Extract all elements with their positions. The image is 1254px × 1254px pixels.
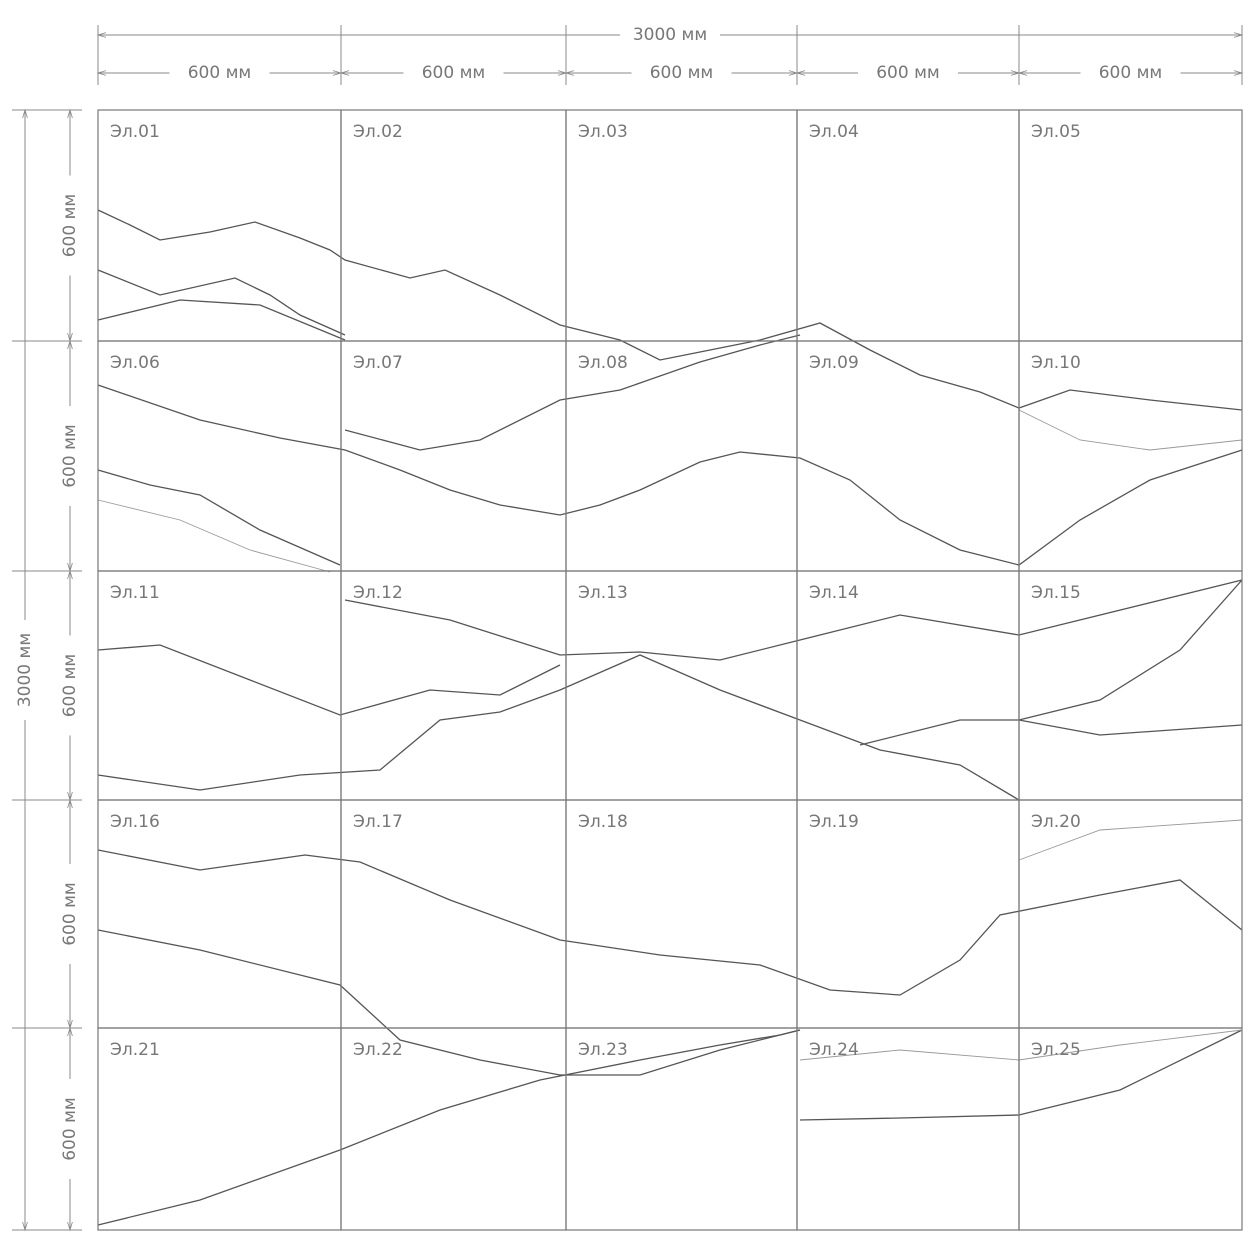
panel-label: Эл.24 bbox=[809, 1040, 859, 1060]
panel bbox=[565, 340, 798, 572]
panel-label: Эл.11 bbox=[110, 583, 160, 603]
dimension-label: 3000 мм bbox=[15, 633, 35, 707]
panel bbox=[565, 109, 798, 342]
dimension-label: 600 мм bbox=[60, 882, 80, 946]
dimension-label: 600 мм bbox=[60, 194, 80, 258]
panel bbox=[340, 799, 567, 1029]
panel-label: Эл.09 bbox=[809, 353, 859, 373]
panel bbox=[1018, 799, 1243, 1029]
panel-label: Эл.15 bbox=[1031, 583, 1081, 603]
panel bbox=[796, 799, 1020, 1029]
panel-label: Эл.23 bbox=[578, 1040, 628, 1060]
dimension-label: 600 мм bbox=[60, 654, 80, 718]
panel-label: Эл.20 bbox=[1031, 812, 1081, 832]
panel bbox=[796, 109, 1020, 342]
panel bbox=[565, 570, 798, 801]
panel-label: Эл.08 bbox=[578, 353, 628, 373]
panel bbox=[565, 799, 798, 1029]
panel-label: Эл.13 bbox=[578, 583, 628, 603]
panel-label: Эл.25 bbox=[1031, 1040, 1081, 1060]
panel bbox=[1018, 340, 1243, 572]
dimension-label: 600 мм bbox=[650, 63, 714, 83]
panel bbox=[796, 340, 1020, 572]
panel-label: Эл.07 bbox=[353, 353, 403, 373]
panel bbox=[97, 799, 342, 1029]
panel-label: Эл.16 bbox=[110, 812, 160, 832]
panel-label: Эл.19 bbox=[809, 812, 859, 832]
panel bbox=[340, 109, 567, 342]
panel-label: Эл.04 bbox=[809, 122, 859, 142]
panel bbox=[340, 340, 567, 572]
panel bbox=[97, 570, 342, 801]
panel bbox=[796, 570, 1020, 801]
panel-label: Эл.03 bbox=[578, 122, 628, 142]
panel-label: Эл.14 bbox=[809, 583, 859, 603]
dimension-label: 600 мм bbox=[60, 1097, 80, 1161]
panel-label: Эл.22 bbox=[353, 1040, 403, 1060]
dimension-label: 600 мм bbox=[422, 63, 486, 83]
panel-label: Эл.06 bbox=[110, 353, 160, 373]
dimension-label: 3000 мм bbox=[633, 25, 707, 45]
dimension-label: 600 мм bbox=[60, 424, 80, 488]
panel-label: Эл.18 bbox=[578, 812, 628, 832]
panel-label: Эл.17 bbox=[353, 812, 403, 832]
panel-label: Эл.21 bbox=[110, 1040, 160, 1060]
panel-label: Эл.01 bbox=[110, 122, 160, 142]
panel bbox=[1018, 1027, 1243, 1231]
panel bbox=[1018, 570, 1243, 801]
panel-label: Эл.12 bbox=[353, 583, 403, 603]
panel-label: Эл.02 bbox=[353, 122, 403, 142]
dimension-label: 600 мм bbox=[1099, 63, 1163, 83]
panel bbox=[97, 109, 342, 342]
panel-label: Эл.10 bbox=[1031, 353, 1081, 373]
dimension-label: 600 мм bbox=[876, 63, 940, 83]
panel bbox=[1018, 109, 1243, 342]
dimension-label: 600 мм bbox=[188, 63, 252, 83]
panel-label: Эл.05 bbox=[1031, 122, 1081, 142]
